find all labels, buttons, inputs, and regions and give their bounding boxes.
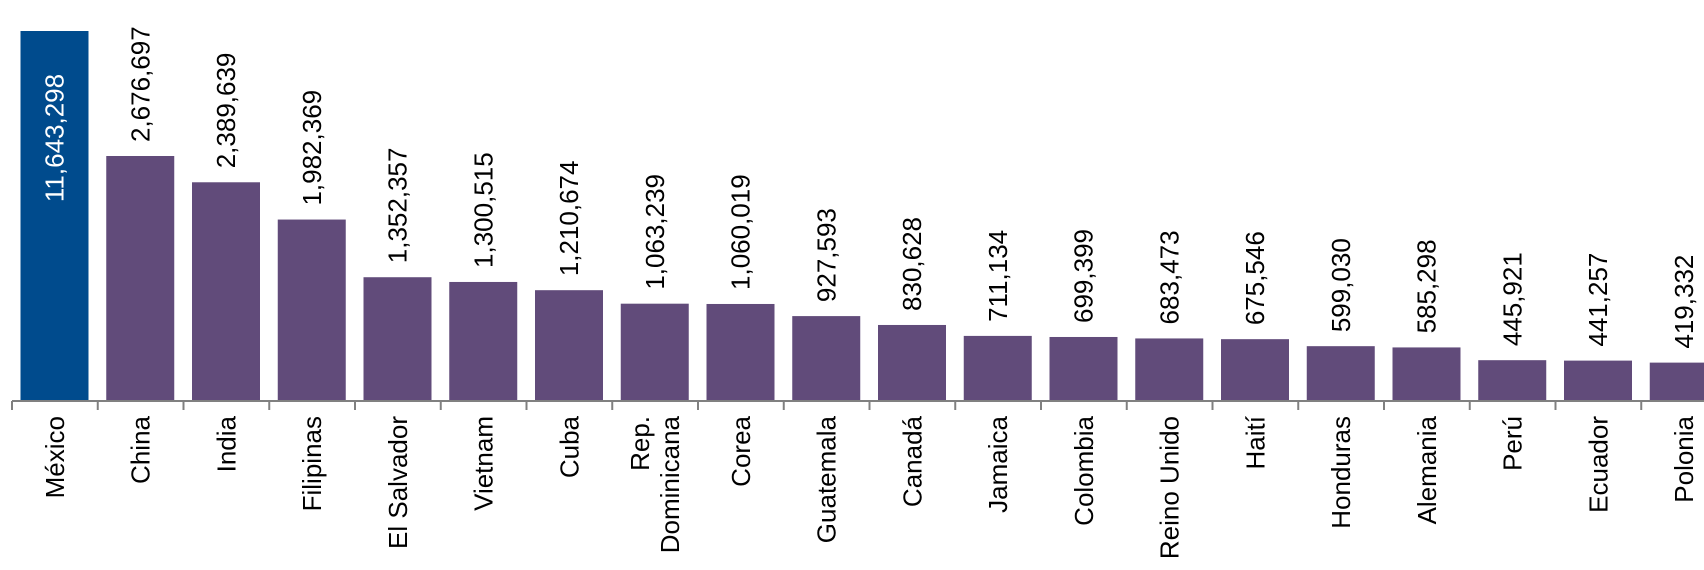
category-label: China xyxy=(126,415,156,483)
data-label: 419,332 xyxy=(1669,255,1699,349)
category-label: Cuba xyxy=(554,415,584,478)
category-label: Corea xyxy=(726,415,756,486)
bar xyxy=(277,219,346,401)
category-label: India xyxy=(211,415,241,472)
category-label: Haití xyxy=(1240,415,1270,469)
data-label: 699,399 xyxy=(1069,229,1099,323)
data-label: 683,473 xyxy=(1154,230,1184,324)
data-label: 675,546 xyxy=(1240,231,1270,325)
bar xyxy=(792,316,861,401)
category-label: El Salvador xyxy=(383,416,413,549)
data-label: 585,298 xyxy=(1412,239,1442,333)
bar xyxy=(1221,339,1289,401)
bar xyxy=(1564,360,1632,401)
bar xyxy=(620,303,689,401)
data-label: 1,210,674 xyxy=(554,161,584,277)
bar xyxy=(449,281,518,401)
data-label: 1,352,357 xyxy=(383,148,413,264)
data-label: 2,676,697 xyxy=(125,26,155,142)
bar xyxy=(1135,338,1204,401)
data-label: 1,300,515 xyxy=(468,152,498,268)
data-label: 1,063,239 xyxy=(640,174,670,290)
category-label: Reino Unido xyxy=(1155,416,1185,559)
category-label: Ecuador xyxy=(1583,416,1613,513)
bar xyxy=(878,324,946,401)
bar xyxy=(1478,360,1547,401)
data-label: 2,389,639 xyxy=(211,53,241,169)
bar xyxy=(363,277,432,401)
data-label: 445,921 xyxy=(1497,252,1527,346)
category-label: México xyxy=(40,416,70,498)
category-label: Alemania xyxy=(1412,415,1442,524)
category-label: Guatemala xyxy=(812,415,842,543)
data-label: 1,060,019 xyxy=(726,174,756,290)
category-label: Jamaica xyxy=(983,415,1013,512)
data-label: 599,030 xyxy=(1326,238,1356,332)
data-label: 927,593 xyxy=(811,208,841,302)
data-label: 711,134 xyxy=(983,230,1013,322)
bar xyxy=(106,156,175,401)
data-label: 1,982,369 xyxy=(297,90,327,206)
bar xyxy=(1049,336,1118,401)
category-label: Filipinas xyxy=(297,416,327,511)
data-label: 830,628 xyxy=(897,217,927,311)
category-label: Colombia xyxy=(1069,415,1099,525)
bar xyxy=(963,335,1032,401)
category-label: Polonia xyxy=(1669,415,1699,502)
bar xyxy=(535,290,603,401)
data-label: 11,643,298 xyxy=(40,74,70,202)
bar xyxy=(1649,362,1704,401)
category-label: Rep. xyxy=(625,416,655,471)
data-label: 441,257 xyxy=(1583,253,1613,347)
category-label: Canadá xyxy=(897,415,927,507)
bar xyxy=(1306,346,1375,401)
category-label: Perú xyxy=(1498,416,1528,471)
category-label: Dominicana xyxy=(655,415,685,553)
category-label: Honduras xyxy=(1326,416,1356,529)
bar xyxy=(20,31,89,401)
bar xyxy=(706,303,775,401)
category-label: Vietnam xyxy=(469,416,499,511)
bar xyxy=(192,182,260,401)
bar xyxy=(1392,347,1461,401)
